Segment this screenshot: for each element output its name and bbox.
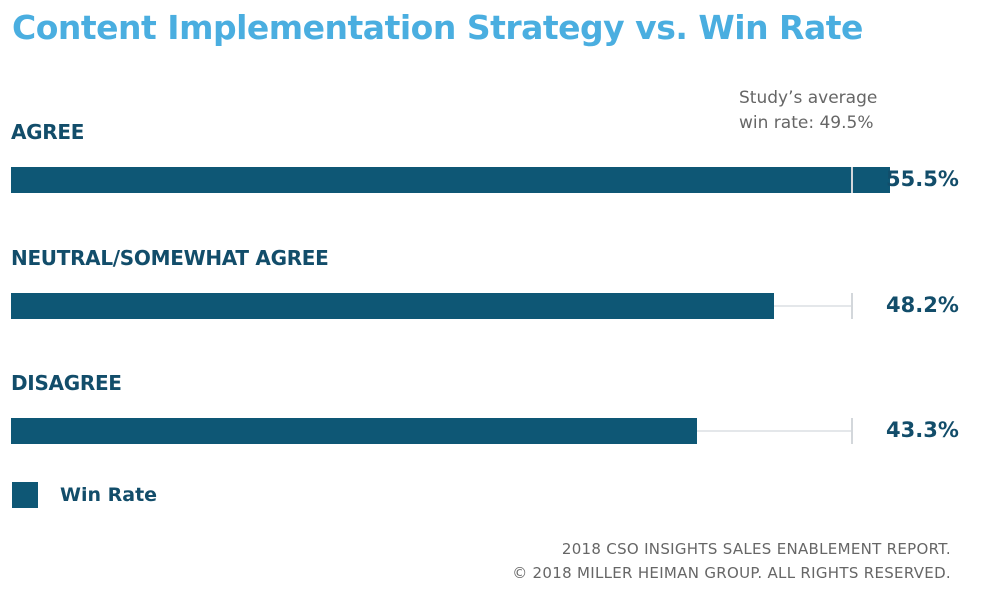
average-note-line-1: Study’s average bbox=[739, 88, 878, 108]
average-marker bbox=[851, 167, 853, 193]
footer-credits: 2018 CSO INSIGHTS SALES ENABLEMENT REPOR… bbox=[512, 537, 951, 585]
bar-win-rate bbox=[11, 293, 774, 319]
category-label: DISAGREE bbox=[11, 371, 122, 395]
footer-report-line: 2018 CSO INSIGHTS SALES ENABLEMENT REPOR… bbox=[561, 540, 951, 558]
category-label: NEUTRAL/SOMEWHAT AGREE bbox=[11, 246, 329, 270]
bar-win-rate bbox=[11, 418, 697, 444]
average-note-line-2: win rate: 49.5% bbox=[739, 113, 874, 133]
bar-value-label: 55.5% bbox=[886, 167, 959, 191]
bar-value-label: 43.3% bbox=[886, 418, 959, 442]
average-marker bbox=[851, 418, 853, 444]
legend-swatch bbox=[12, 482, 38, 508]
legend-label: Win Rate bbox=[60, 484, 158, 506]
chart-title: Content Implementation Strategy vs. Win … bbox=[12, 8, 863, 47]
bar-value-label: 48.2% bbox=[886, 293, 959, 317]
average-note: Study’s average win rate: 49.5% bbox=[739, 86, 939, 136]
bar-win-rate bbox=[11, 167, 890, 193]
average-marker bbox=[851, 293, 853, 319]
footer-copyright-line: © 2018 MILLER HEIMAN GROUP. ALL RIGHTS R… bbox=[512, 564, 951, 582]
legend: Win Rate bbox=[12, 482, 157, 508]
category-label: AGREE bbox=[11, 120, 85, 144]
